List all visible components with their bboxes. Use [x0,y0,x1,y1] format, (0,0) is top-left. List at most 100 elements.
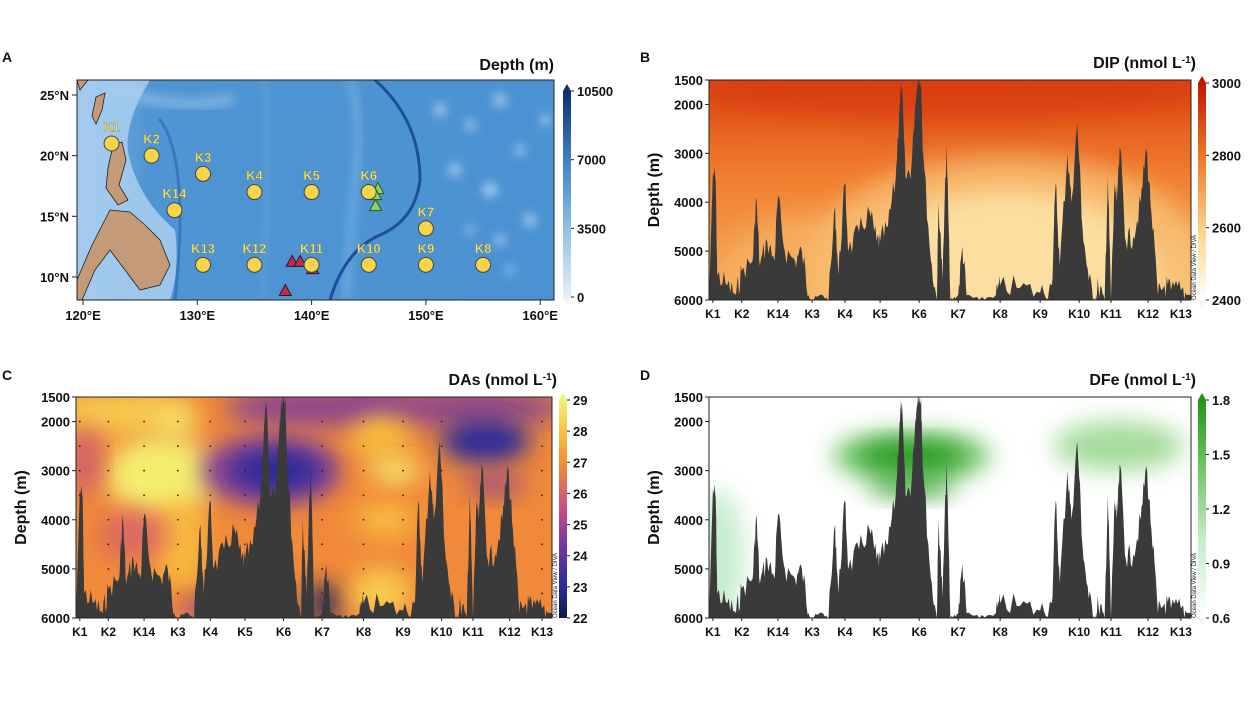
panel-letter-d: D [640,367,650,383]
colorbar-tick-label: 0 [577,290,584,305]
station-tick-label: K14 [767,625,789,639]
title-main: DFe (nmol L [1089,372,1182,389]
station-label: K12 [243,241,267,256]
sample-point [176,592,179,595]
lon-tick-label: 140°E [294,308,330,323]
taiwan [91,92,106,125]
colorbar-max-cap [1198,76,1206,83]
dfe-low-region [709,489,744,618]
section-title: DIP (nmol L-1) [1093,55,1196,73]
seafloor-topography [709,397,1191,618]
y-tick-label: 5000 [41,562,70,577]
station-label: K14 [163,186,188,201]
station-label: K6 [360,168,377,183]
station-tick-label: K10 [1068,625,1090,639]
y-tick-label: 4000 [674,513,703,528]
station-tick-label: K6 [911,307,927,321]
station-label: K7 [418,204,435,219]
sample-point [107,518,110,521]
sample-point [209,494,212,497]
sample-point [176,543,179,546]
section-colorbar: 3000 2800 2600 2400 Ocean Data View / DIVA [1192,76,1241,308]
colorbar-tick-label: 2400 [1212,293,1241,308]
title-superscript: -1 [1182,372,1191,383]
green-triangle-marker [368,198,383,212]
station-tick-label: K7 [314,625,330,639]
sample-point [362,518,365,521]
station-label: K11 [300,241,323,256]
red-triangle-marker [278,283,293,297]
y-tick-label: 6000 [674,611,703,626]
colorbar-tick-label: 29 [573,393,587,408]
sample-point [78,469,81,472]
y-tick-label: 3000 [41,464,70,479]
colorbar-tick-label: 2800 [1212,148,1241,163]
colorbar-tick-label: 2600 [1212,221,1241,236]
station-tick-label: K1 [72,625,88,639]
y-tick-label: 5000 [674,562,703,577]
station-marker-k5 [303,184,320,201]
station-tick-label: K13 [1170,625,1192,639]
dfe-mid-region [1053,421,1184,472]
land [77,80,171,300]
sample-point [362,445,365,448]
sample-point [321,567,323,570]
map-title: Depth (m) [479,57,554,74]
das-mid-region [98,509,169,560]
map-frame [76,79,555,301]
sample-point [244,420,246,423]
station-tick-label: K13 [531,625,553,639]
title-close: ) [552,372,557,389]
colorbar-tick-label: 3500 [577,221,606,236]
y-tick-label: 1500 [674,73,703,88]
y-tick-label: 3000 [674,464,703,479]
station-label: K4 [246,168,263,183]
station-tick-label: K13 [1170,307,1192,321]
section-title: DAs (nmol L-1) [449,372,557,390]
sample-point [321,469,323,472]
ocean-data-view-credit: Ocean Data View / DIVA [553,553,559,618]
sample-point [143,420,145,423]
colorbar-tick-label: 10500 [577,84,613,99]
station-label: K8 [475,241,492,256]
sample-point [321,420,323,423]
lat-tick-label: 20°N [40,149,69,164]
station-tick-label: K4 [203,625,219,639]
station-tick-label: K12 [1137,307,1159,321]
station-tick-label: K6 [911,625,927,639]
y-tick-label: 1500 [41,390,70,405]
station-tick-label: K2 [101,625,117,639]
colorbar-scale [1198,83,1206,300]
dfe-high-core [856,441,967,470]
station-tick-label: K6 [276,625,292,639]
title-close: ) [1191,372,1196,389]
station-tick-label: K10 [431,625,453,639]
depth-colorbar: 10500 7000 3500 0 [563,84,613,305]
station-marker-k6 [360,184,377,201]
colorbar-tick-label: 23 [573,580,587,595]
title-close: ) [1191,55,1196,72]
station-marker-k7 [417,220,434,237]
sample-point [244,543,246,546]
station-tick-label: K11 [1100,625,1122,639]
station-marker-k8 [475,256,492,273]
station-label: K9 [418,241,435,256]
colorbar-tick-label: 0.9 [1212,557,1230,572]
title-main: DIP (nmol L [1093,55,1182,72]
station-tick-label: K7 [951,625,967,639]
sample-point [107,445,110,448]
das-low-region [464,473,525,498]
sample-point [244,518,246,521]
colorbar-max-cap [559,393,567,400]
sample-point [362,494,365,497]
station-tick-label: K4 [837,307,853,321]
y-tick-label: 4000 [674,195,703,210]
station-label: K2 [143,132,160,147]
sample-point [176,494,179,497]
sample-point [402,567,404,570]
sample-point [402,420,404,423]
sample-point [541,494,543,497]
station-tick-label: K8 [992,625,1008,639]
sample-point [402,494,404,497]
